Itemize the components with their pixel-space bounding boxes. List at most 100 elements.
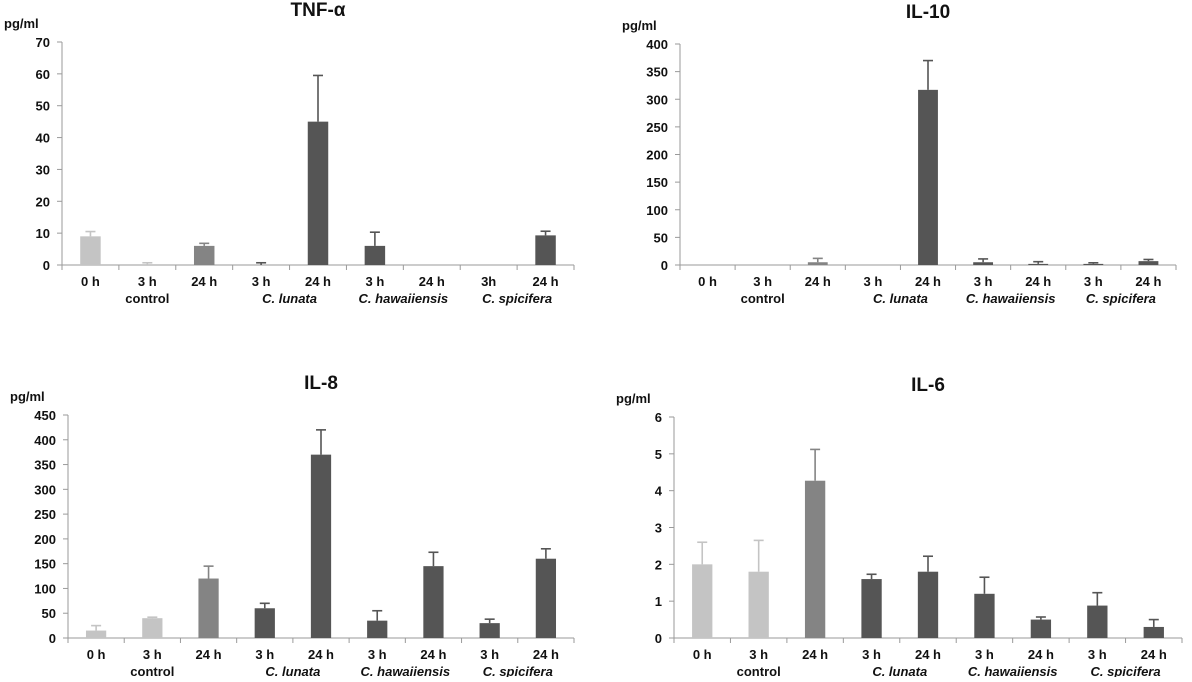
x-category-label: 3 h	[255, 647, 274, 662]
bar	[1143, 626, 1164, 638]
bar	[1030, 619, 1052, 638]
x-group-label: control	[130, 664, 174, 677]
bar	[193, 245, 215, 265]
il-6-chart: IL-6 pg/ml 0 1 2 3 4 5 6 0 h 3 h 24 h 3 h 24 h 3 h 24 h…	[616, 375, 1183, 679]
x-group-label: control	[125, 291, 169, 306]
x-category-label: 24 h	[915, 274, 941, 289]
y-tick-label: 20	[36, 194, 50, 209]
y-tick-label: 250	[34, 507, 56, 522]
y-axis-unit-label: pg/ml	[10, 389, 45, 404]
y-tick-label: 70	[36, 35, 50, 50]
y-tick-label: 10	[36, 226, 50, 241]
chart-title: IL-8	[304, 373, 338, 394]
y-tick-label: 0	[49, 631, 56, 646]
bar	[198, 578, 219, 638]
x-category-label: 3 h	[252, 274, 271, 289]
y-tick-label: 100	[34, 581, 56, 596]
bar	[254, 608, 275, 638]
x-group-label: C. hawaiiensis	[966, 291, 1056, 306]
y-tick-label: 0	[661, 258, 668, 273]
y-tick-label: 60	[36, 67, 50, 82]
x-category-label: 3h	[481, 274, 496, 289]
y-tick-label: 350	[646, 65, 668, 80]
bar	[479, 623, 500, 638]
y-tick-label: 150	[646, 175, 668, 190]
y-tick-label: 200	[646, 148, 668, 163]
x-category-label: 3 h	[368, 647, 387, 662]
bar	[974, 593, 995, 638]
y-tick-label: 50	[654, 230, 668, 245]
chart-panel-il-8: IL-8 pg/ml 0 50 100 150 200 250 300 350 400 450 0 h 3…	[0, 338, 596, 682]
y-tick-label: 400	[34, 433, 56, 448]
y-tick-label: 6	[655, 410, 662, 425]
y-tick-label: 200	[34, 532, 56, 547]
bar	[364, 245, 386, 265]
bar	[142, 618, 163, 638]
x-group-label: C. spicifera	[482, 291, 552, 306]
y-tick-label: 1	[655, 594, 662, 609]
x-category-label: 24 h	[1135, 274, 1161, 289]
y-tick-label: 2	[655, 557, 662, 572]
x-category-label: 3 h	[863, 274, 882, 289]
bar	[1028, 263, 1049, 265]
x-category-label: 3 h	[143, 647, 162, 662]
x-category-label: 3 h	[1084, 274, 1103, 289]
x-group-label: C. hawaiiensis	[359, 291, 449, 306]
chart-title: IL-6	[911, 375, 945, 396]
x-category-label: 24 h	[533, 647, 559, 662]
bar	[423, 566, 444, 638]
bar	[85, 630, 107, 638]
bar	[310, 454, 332, 638]
y-tick-label: 250	[646, 120, 668, 135]
y-tick-label: 0	[43, 258, 50, 273]
x-group-label: C. lunata	[873, 291, 928, 306]
x-group-label: C. hawaiiensis	[968, 664, 1058, 677]
x-category-label: 24 h	[1141, 647, 1167, 662]
x-category-label: 0 h	[87, 647, 106, 662]
bar	[1083, 263, 1104, 265]
bar	[307, 121, 329, 266]
chart-title: IL-10	[906, 2, 950, 23]
x-category-label: 3 h	[862, 647, 881, 662]
chart-panel-il-6: IL-6 pg/ml 0 1 2 3 4 5 6 0 h 3 h 24 h 3 h 24 h 3 h 24 h…	[596, 338, 1192, 682]
bar	[1138, 261, 1159, 265]
y-axis-unit-label: pg/ml	[622, 18, 657, 33]
y-tick-label: 350	[34, 458, 56, 473]
x-category-label: 3 h	[975, 647, 994, 662]
bar	[367, 620, 388, 638]
y-tick-label: 50	[42, 606, 56, 621]
bar	[535, 235, 556, 265]
bar	[973, 262, 994, 265]
y-tick-label: 450	[34, 408, 56, 423]
x-category-label: 3 h	[1088, 647, 1107, 662]
x-category-label: 0 h	[693, 647, 712, 662]
x-category-label: 24 h	[915, 647, 941, 662]
x-category-label: 0 h	[698, 274, 717, 289]
x-category-label: 3 h	[480, 647, 499, 662]
y-axis-unit-label: pg/ml	[4, 16, 39, 31]
bar	[748, 571, 769, 638]
bar	[918, 89, 938, 265]
y-tick-label: 0	[655, 631, 662, 646]
x-group-label: control	[741, 291, 785, 306]
il-8-chart: IL-8 pg/ml 0 50 100 150 200 250 300 350 400 450 0 h 3…	[10, 373, 575, 679]
tnf-alpha-chart: TNF-α pg/ml 0 10 20 30 40 50 60 70 0 h 3 h 24 h 3 h 24…	[4, 0, 575, 306]
x-group-label: C. lunata	[262, 291, 317, 306]
x-category-label: 3 h	[749, 647, 768, 662]
x-group-label: C. spicifera	[483, 664, 553, 677]
x-category-label: 24 h	[1028, 647, 1054, 662]
x-category-label: 24 h	[308, 647, 334, 662]
y-tick-label: 3	[655, 521, 662, 536]
x-category-label: 24 h	[196, 647, 222, 662]
x-group-label: C. lunata	[265, 664, 320, 677]
x-group-label: C. spicifera	[1086, 291, 1156, 306]
y-tick-label: 150	[34, 557, 56, 572]
x-category-label: 24 h	[305, 274, 331, 289]
il-10-chart: IL-10 pg/ml 0 50 100 150 200 250 300 350 400 0 h 3 h…	[622, 2, 1177, 306]
x-group-label: C. hawaiiensis	[361, 664, 451, 677]
x-category-label: 24 h	[420, 647, 446, 662]
x-category-label: 0 h	[81, 274, 100, 289]
y-tick-label: 300	[646, 92, 668, 107]
chart-panel-il-10: IL-10 pg/ml 0 50 100 150 200 250 300 350 400 0 h 3 h…	[596, 0, 1192, 343]
x-category-label: 24 h	[191, 274, 217, 289]
